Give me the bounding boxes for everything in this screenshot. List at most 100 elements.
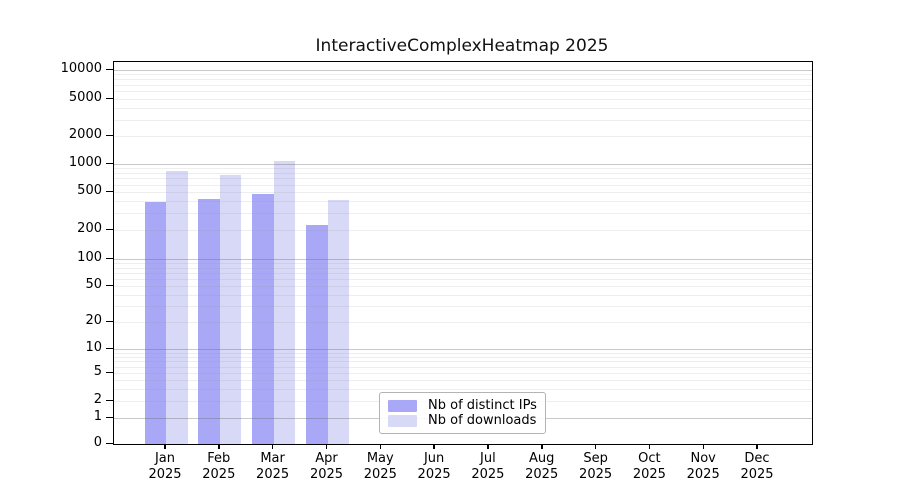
x-tick-mark [648,444,651,449]
y-tick-mark [106,162,113,164]
chart-title: InteractiveComplexHeatmap 2025 [315,36,609,56]
x-tick-mark [218,444,220,449]
minor-gridline [114,173,812,174]
y-tick-mark [106,97,113,99]
y-tick-label: 2 [93,392,102,407]
y-tick-label: 1 [93,409,102,424]
x-tick-label-jun: Jun 2025 [406,451,462,483]
bar-jan-ips [144,201,166,444]
x-tick-month: Mar [260,451,285,466]
minor-gridline [114,178,812,180]
bar-apr-downloads [327,200,349,444]
x-tick-year: 2025 [309,467,344,482]
x-tick-label-dec: Dec 2025 [729,451,785,483]
x-tick-year: 2025 [579,467,613,482]
y-tick-label: 50 [85,277,102,292]
bar-jan-downloads [166,170,188,444]
minor-gridline [114,91,812,93]
plot-area: Nb of distinct IPs Nb of downloads [113,61,813,445]
x-tick-mark [594,444,597,449]
y-tick-label: 2000 [68,127,102,142]
y-tick-label: 200 [77,221,102,236]
legend-label-distinct-ips: Nb of distinct IPs [428,398,537,413]
x-tick-year: 2025 [471,467,505,482]
y-tick-mark [106,442,113,444]
minor-gridline [114,79,812,81]
y-tick-mark [106,347,113,349]
x-tick-label-feb: Feb 2025 [191,451,247,483]
y-tick-label: 1000 [68,155,102,170]
x-tick-year: 2025 [417,467,451,482]
y-tick-mark [106,134,113,136]
y-tick-label: 5000 [68,90,102,105]
x-tick-label-nov: Nov 2025 [675,451,731,483]
bar-mar-downloads [273,160,296,444]
x-tick-month: May [366,451,394,466]
bar-mar-ips [252,194,274,444]
x-tick-mark [487,444,489,449]
minor-gridline [114,168,812,170]
x-tick-month: Feb [207,451,231,466]
minor-gridline [114,108,812,109]
major-gridline [114,70,812,71]
y-tick-mark [106,284,113,286]
y-tick-mark [106,228,113,230]
x-tick-label-jan: Jan 2025 [137,451,193,483]
minor-gridline [114,136,812,137]
bar-feb-ips [198,198,220,444]
y-tick-label: 5 [93,364,102,379]
x-tick-month: Aug [528,451,555,466]
x-tick-month: Apr [315,451,338,466]
y-tick-mark [106,371,113,373]
x-tick-mark [325,444,328,449]
x-tick-year: 2025 [686,467,720,482]
x-tick-month: Dec [744,451,770,466]
legend-swatch-distinct-ips [388,399,417,412]
x-tick-label-jul: Jul 2025 [460,451,516,483]
y-tick-label: 100 [77,250,102,265]
y-tick-mark [106,399,113,401]
y-tick-mark [106,257,113,259]
minor-gridline [114,84,812,86]
y-tick-mark [106,68,113,70]
x-tick-month: Sep [583,451,608,466]
legend-label-downloads: Nb of downloads [428,413,537,428]
x-tick-year: 2025 [632,467,666,482]
x-tick-label-may: May 2025 [352,451,408,483]
x-tick-year: 2025 [740,467,774,482]
minor-gridline [114,192,812,193]
x-tick-label-mar: Mar 2025 [245,451,301,483]
major-gridline [114,164,812,165]
y-tick-label: 0 [93,435,102,450]
x-tick-mark [271,444,274,449]
minor-gridline [114,184,812,186]
legend-item-downloads: Nb of downloads [388,413,537,428]
x-tick-year: 2025 [256,467,290,482]
x-tick-year: 2025 [202,467,236,482]
x-tick-month: Jun [423,451,445,466]
bar-feb-downloads [219,175,242,444]
x-tick-month: Oct [638,451,661,466]
x-tick-label-apr: Apr 2025 [299,451,355,483]
minor-gridline [114,119,812,121]
y-tick-mark [106,416,113,418]
y-tick-label: 10000 [60,61,102,76]
x-tick-mark [164,444,166,449]
x-tick-month: Jul [480,451,496,466]
x-tick-label-sep: Sep 2025 [568,451,624,483]
x-tick-year: 2025 [363,467,397,482]
legend: Nb of distinct IPs Nb of downloads [379,392,546,434]
x-tick-month: Jan [154,451,176,466]
x-tick-month: Nov [690,451,716,466]
y-tick-label: 500 [77,183,102,198]
x-tick-year: 2025 [148,467,182,482]
y-tick-label: 10 [85,340,102,355]
x-tick-mark [702,444,704,449]
y-tick-label: 20 [85,313,102,328]
x-tick-mark [541,444,543,449]
minor-gridline [114,99,812,100]
x-tick-mark [756,444,758,449]
minor-gridline [114,74,812,76]
x-tick-mark [379,444,381,449]
